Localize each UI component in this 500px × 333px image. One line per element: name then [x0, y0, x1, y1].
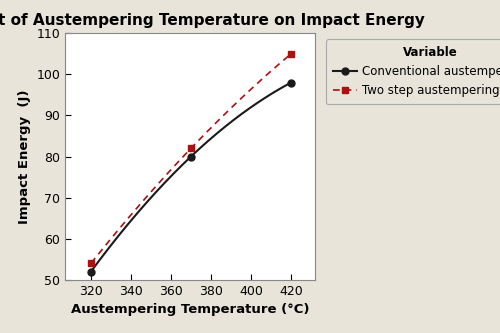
- Legend: Conventional austempering, Two step austempering: Conventional austempering, Two step aust…: [326, 39, 500, 104]
- Title: Effect of Austempering Temperature on Impact Energy: Effect of Austempering Temperature on Im…: [0, 13, 425, 28]
- Y-axis label: Impact Energy  (J): Impact Energy (J): [18, 89, 30, 224]
- X-axis label: Austempering Temperature (°C): Austempering Temperature (°C): [71, 303, 309, 316]
